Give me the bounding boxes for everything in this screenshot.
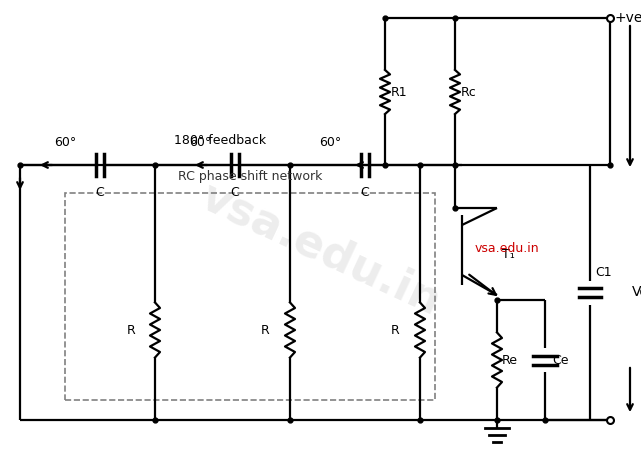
Text: vsa.edu.in: vsa.edu.in xyxy=(194,175,447,323)
Text: 180° feedback: 180° feedback xyxy=(174,134,266,146)
Text: R: R xyxy=(126,323,135,337)
Text: RC phase shift network: RC phase shift network xyxy=(178,170,322,183)
Text: R1: R1 xyxy=(391,86,408,98)
Text: T₁: T₁ xyxy=(502,249,515,261)
Text: R: R xyxy=(262,323,270,337)
Text: C1: C1 xyxy=(595,266,612,279)
Text: vsa.edu.in: vsa.edu.in xyxy=(475,241,540,255)
Text: Vo: Vo xyxy=(632,285,641,299)
Text: 60°: 60° xyxy=(54,136,76,149)
Text: Rc: Rc xyxy=(461,86,477,98)
Bar xyxy=(65,193,435,400)
Text: +ve: +ve xyxy=(614,11,641,25)
Text: C: C xyxy=(96,187,104,199)
Text: R: R xyxy=(391,323,400,337)
Text: 60°: 60° xyxy=(189,136,211,149)
Text: Ce: Ce xyxy=(552,353,569,366)
Text: C: C xyxy=(361,187,369,199)
Text: C: C xyxy=(231,187,239,199)
Text: 60°: 60° xyxy=(319,136,341,149)
Text: Re: Re xyxy=(502,353,518,366)
